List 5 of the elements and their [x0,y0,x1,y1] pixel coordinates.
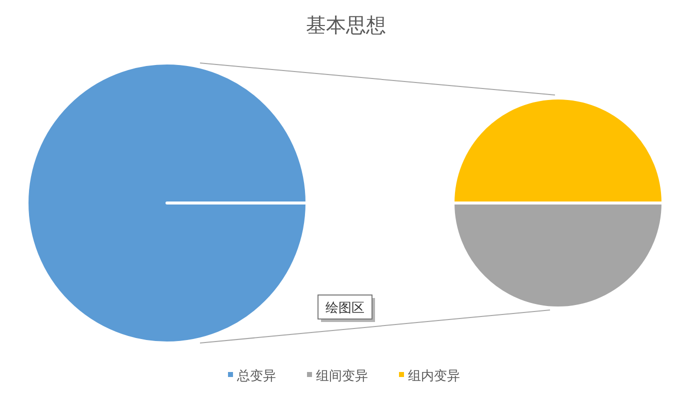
legend-label: 组内变异 [408,369,460,384]
legend-label: 组间变异 [316,369,368,384]
text: 绘图区 [326,301,364,316]
text: 基本思想 [306,13,386,37]
legend-label: 总变异 [236,369,276,384]
